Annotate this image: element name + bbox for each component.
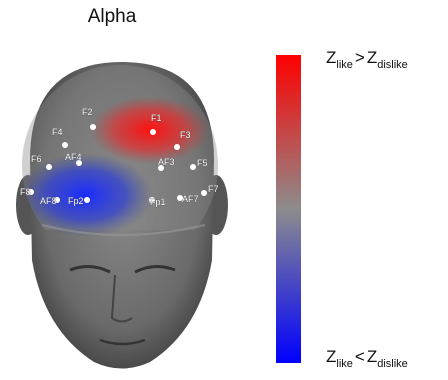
electrode-label: F7: [208, 184, 219, 194]
electrode-label: Fp2: [68, 196, 84, 206]
electrode-dot: [46, 164, 52, 170]
title: Alpha: [88, 6, 137, 27]
electrode-label: AF4: [65, 152, 82, 162]
head: [16, 60, 230, 369]
electrode-dot: [201, 190, 207, 196]
electrode-label: AF8: [40, 196, 57, 206]
electrode-dot: [150, 129, 156, 135]
colorbar: [276, 55, 301, 363]
electrode-dot: [174, 144, 180, 150]
electrode-label: F2: [82, 107, 93, 117]
electrode-label: F4: [52, 127, 63, 137]
electrode-label: AF7: [182, 194, 199, 204]
electrode-dot: [84, 197, 90, 203]
electrode-label: F6: [31, 154, 42, 164]
electrode-label: F3: [180, 130, 191, 140]
electrode-label: Fp1: [150, 197, 166, 207]
electrode-label: F8: [20, 187, 31, 197]
electrode-dot: [190, 164, 196, 170]
electrode-dot: [90, 124, 96, 130]
electrode-label: AF3: [158, 157, 175, 167]
figure: Alpha F1 F2 F3 F4 F5 F6 F7 F8 AF3: [0, 0, 448, 380]
electrode-dot: [62, 142, 68, 148]
colorbar-bottom-label: Zlike<Zdislike: [326, 347, 408, 370]
electrode-label: F1: [151, 113, 162, 123]
colorbar-top-label: Zlike>Zdislike: [326, 48, 408, 71]
electrode-label: F5: [197, 158, 208, 168]
